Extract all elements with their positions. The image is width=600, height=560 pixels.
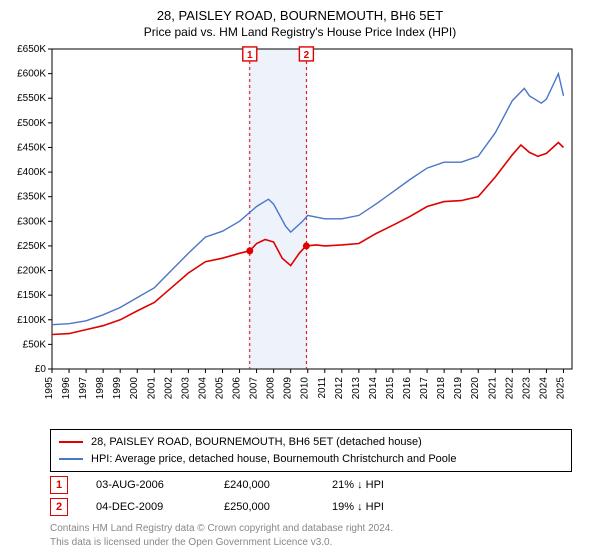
svg-text:£150K: £150K: [17, 290, 46, 301]
chart-svg: £0 £50K £100K £150K £200K £250K £300K £350K £400…: [0, 43, 600, 423]
svg-text:2005: 2005: [214, 377, 225, 400]
event-row: 1 03-AUG-2006 £240,000 21% ↓ HPI: [50, 476, 572, 494]
title-subtitle: Price paid vs. HM Land Registry's House …: [10, 25, 590, 39]
svg-text:2004: 2004: [197, 377, 208, 400]
svg-text:2000: 2000: [129, 377, 140, 400]
legend-item: 28, PAISLEY ROAD, BOURNEMOUTH, BH6 5ET (…: [59, 434, 563, 451]
svg-text:2025: 2025: [555, 377, 566, 400]
svg-text:2003: 2003: [180, 377, 191, 400]
legend: 28, PAISLEY ROAD, BOURNEMOUTH, BH6 5ET (…: [50, 429, 572, 472]
svg-text:1995: 1995: [44, 377, 55, 400]
svg-text:£0: £0: [35, 364, 47, 375]
legend-swatch: [59, 458, 83, 460]
event-delta: 19% ↓ HPI: [332, 501, 432, 513]
event-date: 04-DEC-2009: [96, 501, 196, 513]
svg-text:1: 1: [247, 50, 253, 61]
svg-text:£650K: £650K: [17, 44, 46, 55]
svg-text:£250K: £250K: [17, 241, 46, 252]
svg-text:2012: 2012: [334, 377, 345, 400]
svg-text:2008: 2008: [266, 377, 277, 400]
svg-text:1998: 1998: [95, 377, 106, 400]
svg-text:2023: 2023: [521, 377, 532, 400]
svg-text:2006: 2006: [232, 377, 243, 400]
event-list: 1 03-AUG-2006 £240,000 21% ↓ HPI 2 04-DE…: [50, 476, 572, 516]
event-badge: 1: [50, 476, 68, 494]
event-date: 03-AUG-2006: [96, 479, 196, 491]
svg-text:£600K: £600K: [17, 69, 46, 80]
svg-text:1999: 1999: [112, 377, 123, 400]
svg-text:2010: 2010: [300, 377, 311, 400]
event-delta: 21% ↓ HPI: [332, 479, 432, 491]
legend-swatch: [59, 441, 83, 443]
svg-text:1996: 1996: [61, 377, 72, 400]
line-chart: £0 £50K £100K £150K £200K £250K £300K £350K £400…: [0, 43, 600, 423]
svg-text:2020: 2020: [470, 377, 481, 400]
svg-text:£450K: £450K: [17, 142, 46, 153]
event-row: 2 04-DEC-2009 £250,000 19% ↓ HPI: [50, 498, 572, 516]
svg-text:2007: 2007: [249, 377, 260, 400]
event-price: £240,000: [224, 479, 304, 491]
svg-text:2014: 2014: [368, 377, 379, 400]
svg-text:2016: 2016: [402, 377, 413, 400]
footer-line2: This data is licensed under the Open Gov…: [50, 536, 572, 550]
svg-text:2018: 2018: [436, 377, 447, 400]
svg-text:£200K: £200K: [17, 266, 46, 277]
event-price: £250,000: [224, 501, 304, 513]
svg-text:£50K: £50K: [23, 339, 47, 350]
svg-text:£400K: £400K: [17, 167, 46, 178]
svg-text:2002: 2002: [163, 377, 174, 400]
svg-text:2019: 2019: [453, 377, 464, 400]
svg-text:£100K: £100K: [17, 315, 46, 326]
svg-text:2017: 2017: [419, 377, 430, 400]
svg-text:2001: 2001: [146, 377, 157, 400]
svg-text:2013: 2013: [351, 377, 362, 400]
legend-item: HPI: Average price, detached house, Bour…: [59, 451, 563, 468]
svg-text:2024: 2024: [538, 377, 549, 400]
svg-text:£300K: £300K: [17, 216, 46, 227]
svg-text:£350K: £350K: [17, 192, 46, 203]
title-address: 28, PAISLEY ROAD, BOURNEMOUTH, BH6 5ET: [10, 8, 590, 23]
svg-text:2022: 2022: [504, 377, 515, 400]
legend-label: 28, PAISLEY ROAD, BOURNEMOUTH, BH6 5ET (…: [91, 434, 422, 451]
svg-text:2015: 2015: [385, 377, 396, 400]
svg-text:2009: 2009: [283, 377, 294, 400]
svg-text:1997: 1997: [78, 377, 89, 400]
legend-label: HPI: Average price, detached house, Bour…: [91, 451, 456, 468]
footer: Contains HM Land Registry data © Crown c…: [50, 522, 572, 550]
svg-text:2: 2: [304, 50, 310, 61]
svg-text:£550K: £550K: [17, 93, 46, 104]
event-badge: 2: [50, 498, 68, 516]
footer-line1: Contains HM Land Registry data © Crown c…: [50, 522, 572, 536]
svg-text:2021: 2021: [487, 377, 498, 400]
svg-text:£500K: £500K: [17, 118, 46, 129]
chart-title-block: 28, PAISLEY ROAD, BOURNEMOUTH, BH6 5ET P…: [0, 0, 600, 43]
svg-text:2011: 2011: [317, 377, 328, 399]
